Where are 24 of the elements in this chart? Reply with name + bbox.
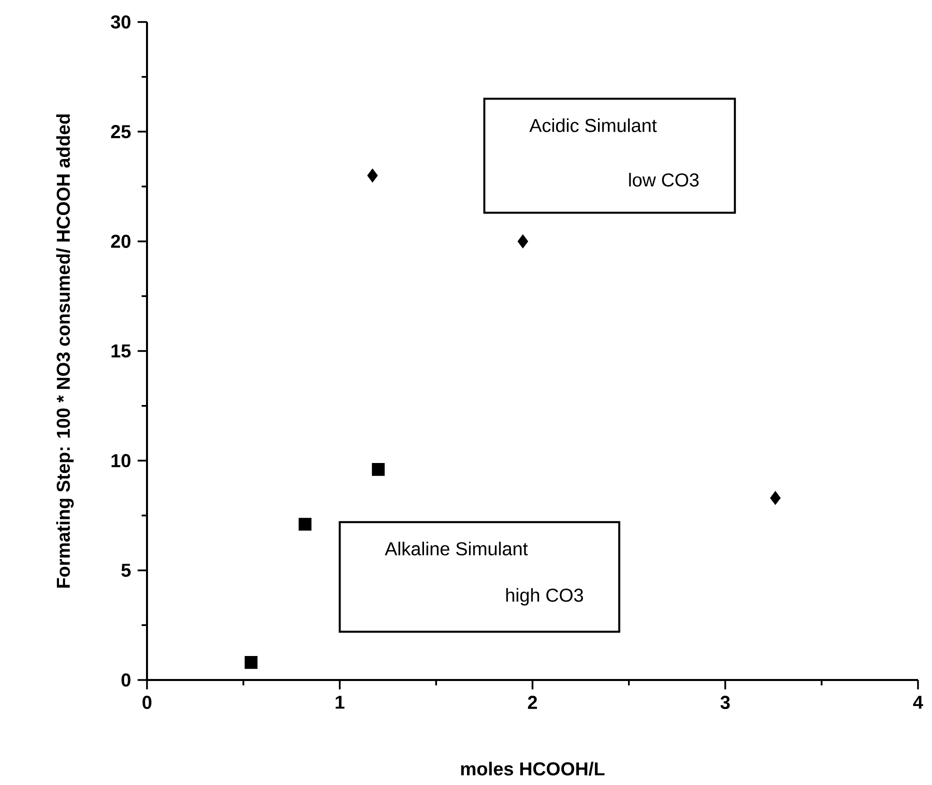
x-axis-title: moles HCOOH/L <box>461 762 605 776</box>
y-tick-label: 10 <box>112 454 130 468</box>
point <box>244 656 258 669</box>
y-axis-title: Formating Step: 100 * NO3 consumed/ HCOOH added <box>56 114 74 588</box>
x-tick-label: 1 <box>336 696 344 709</box>
y-tick-label: 20 <box>111 234 130 248</box>
point <box>518 234 528 248</box>
annotation: high CO3 <box>506 588 583 606</box>
y-tick-label: 5 <box>121 564 131 577</box>
x-tick-label: 3 <box>720 696 730 710</box>
x-tick-label: 0 <box>142 696 152 710</box>
annotation: Acidic Simulant <box>529 118 657 132</box>
point <box>298 518 312 531</box>
point <box>372 463 385 476</box>
annotation: low CO3 <box>629 172 699 187</box>
y-tick-label: 15 <box>112 344 131 358</box>
point <box>367 168 378 182</box>
y-tick-label: 30 <box>110 15 130 29</box>
annotation: Alkaline Simulant <box>384 542 528 556</box>
y-tick-label: 25 <box>111 125 131 138</box>
point <box>770 491 781 505</box>
x-tick-label: 4 <box>913 696 924 709</box>
x-tick-label: 2 <box>528 696 537 709</box>
y-tick-label: 0 <box>122 673 130 687</box>
